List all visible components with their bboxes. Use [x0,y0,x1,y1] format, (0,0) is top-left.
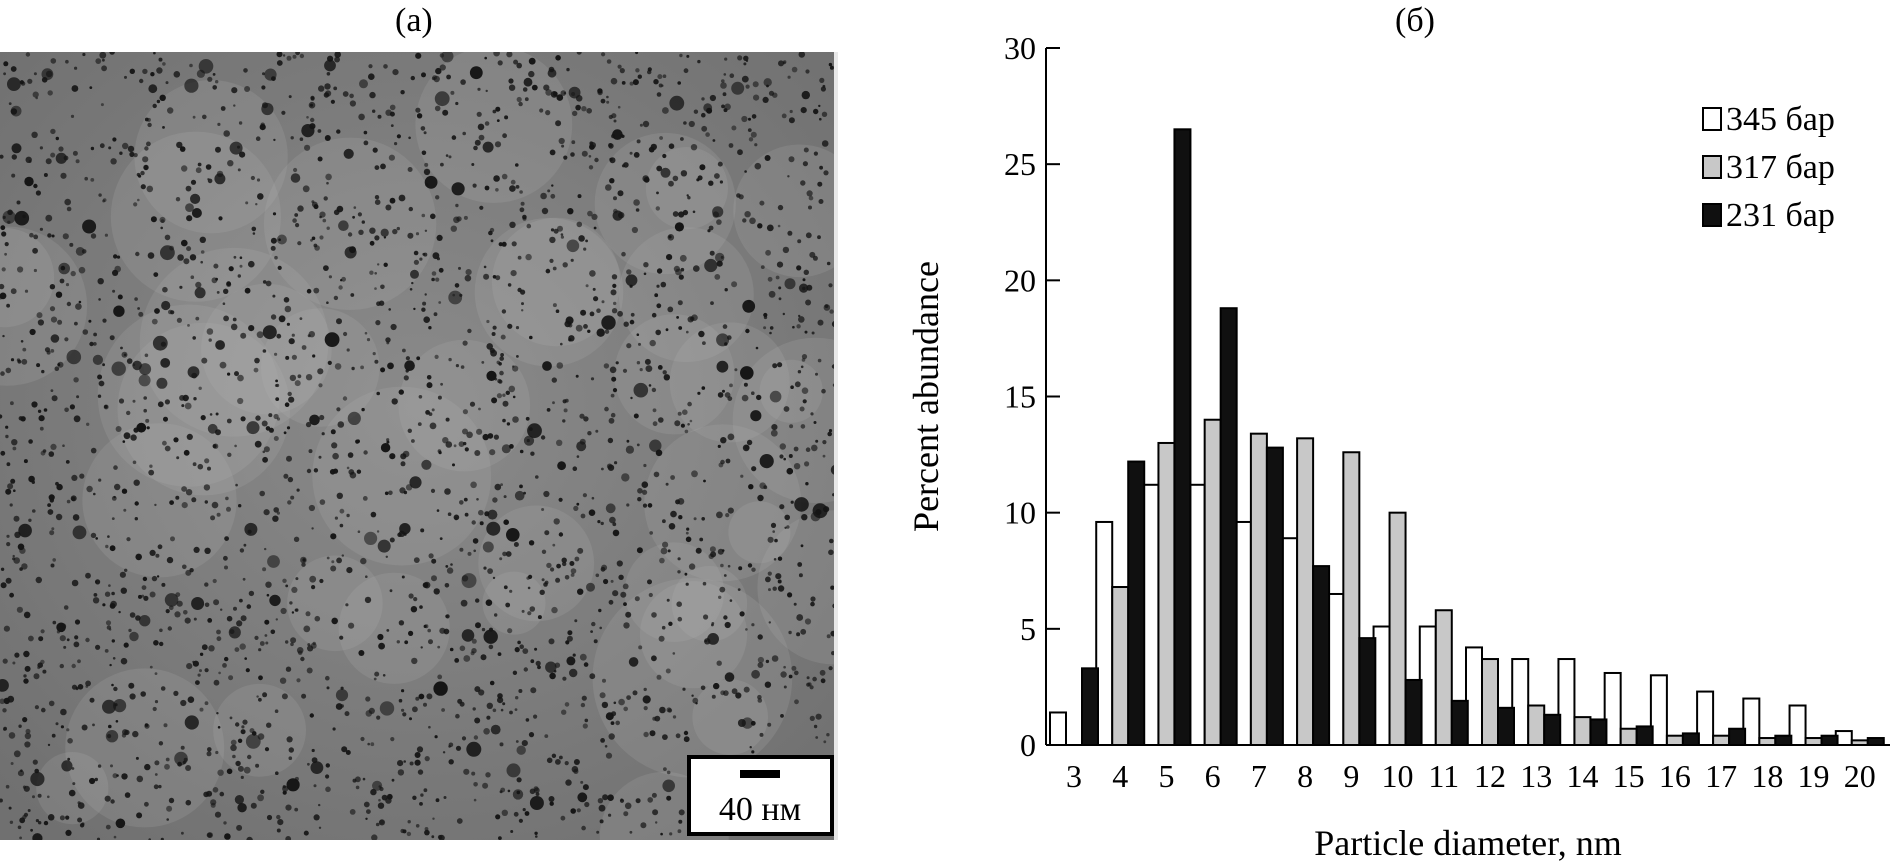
x-tick-label: 11 [1428,758,1459,794]
x-tick-label: 20 [1844,758,1876,794]
bar-345-16 [1649,674,1668,746]
y-tick-label: 10 [1004,495,1036,531]
y-axis: 0 5 10 15 20 25 30 [1004,30,1060,763]
x-axis: 3 4 5 6 7 8 9 10 11 12 13 14 15 16 17 18 19 20 [1046,744,1890,794]
y-tick-label: 15 [1004,379,1036,415]
bar-317-18 [1758,737,1777,747]
bar-345-14 [1557,658,1576,747]
bar-317-8 [1296,437,1315,746]
scale-bar-box: 40 нм [687,755,834,836]
legend-swatch [1702,107,1722,131]
legend-label: 231 бар [1726,197,1835,234]
bar-317-6 [1203,418,1222,746]
micrograph-background [0,52,838,840]
x-tick-label: 14 [1566,758,1598,794]
x-tick-label: 6 [1205,758,1221,794]
x-tick-label: 16 [1659,758,1691,794]
scale-bar-label: 40 нм [719,791,801,828]
bar-317-15 [1619,727,1638,747]
bar-317-4 [1111,586,1130,746]
y-tick-label: 5 [1020,611,1036,647]
x-tick-label: 12 [1474,758,1506,794]
bar-231-13 [1543,713,1562,747]
bar-317-16 [1665,734,1684,746]
bar-231-11 [1450,699,1469,747]
tem-micrograph-image: 40 нм [0,52,838,840]
x-tick-label: 8 [1297,758,1313,794]
bar-317-17 [1712,734,1731,746]
bar-231-16 [1681,732,1700,747]
bar-231-7 [1265,446,1284,746]
legend-swatch [1702,155,1722,179]
scale-bar [740,770,780,778]
bar-317-7 [1249,432,1268,746]
bar-345-15 [1603,671,1622,747]
bar-231-20 [1866,737,1885,747]
bar-317-5 [1157,441,1176,746]
bar-231-5 [1173,128,1192,747]
x-tick-label: 9 [1343,758,1359,794]
legend: 345 бар 317 бар 231 бар [1702,101,1835,234]
legend-label: 345 бар [1726,101,1835,138]
y-axis-title: Percent abundance [906,261,946,532]
bar-231-9 [1358,637,1377,746]
bar-231-4 [1127,460,1146,746]
x-tick-label: 18 [1751,758,1783,794]
x-tick-label: 17 [1705,758,1737,794]
bar-317-11 [1434,609,1453,746]
bar-345-18 [1742,697,1761,746]
bar-317-19 [1804,737,1823,747]
bar-317-13 [1527,704,1546,747]
bar-231-17 [1728,727,1747,747]
bar-231-19 [1820,734,1839,746]
bar-317-10 [1388,511,1407,746]
bar-231-3 [1081,667,1099,747]
bar-231-14 [1589,718,1608,747]
x-axis-title: Particle diameter, nm [1314,823,1621,863]
bar-345-17 [1696,690,1715,747]
bar-317-9 [1342,451,1361,746]
y-tick-label: 30 [1004,30,1036,66]
bars [1049,128,1885,747]
x-tick-label: 15 [1613,758,1645,794]
x-tick-label: 19 [1798,758,1830,794]
legend-swatch [1702,203,1722,227]
x-tick-label: 4 [1112,758,1128,794]
bar-231-12 [1497,706,1515,746]
x-tick-label: 5 [1158,758,1174,794]
y-tick-label: 25 [1004,146,1036,182]
x-tick-label: 3 [1066,758,1082,794]
bar-317-12 [1481,658,1499,747]
bar-231-6 [1219,307,1238,746]
y-tick-label: 20 [1004,262,1036,298]
legend-label: 317 бар [1726,149,1835,186]
y-tick-label: 0 [1020,727,1036,763]
bar-317-20 [1850,739,1869,746]
bar-231-18 [1774,734,1793,746]
bar-345-3 [1049,711,1067,746]
bar-231-8 [1312,565,1331,746]
bar-231-15 [1635,725,1654,746]
panel-a-label: (a) [395,2,433,39]
bar-345-13 [1511,658,1530,747]
panel-b-label: (б) [1395,2,1435,39]
x-tick-label: 10 [1382,758,1414,794]
bar-345-19 [1788,704,1807,747]
x-tick-label: 13 [1520,758,1552,794]
x-tick-label: 7 [1251,758,1267,794]
micrograph-particles [0,52,838,840]
bar-231-10 [1404,678,1423,746]
bar-317-14 [1573,716,1592,746]
